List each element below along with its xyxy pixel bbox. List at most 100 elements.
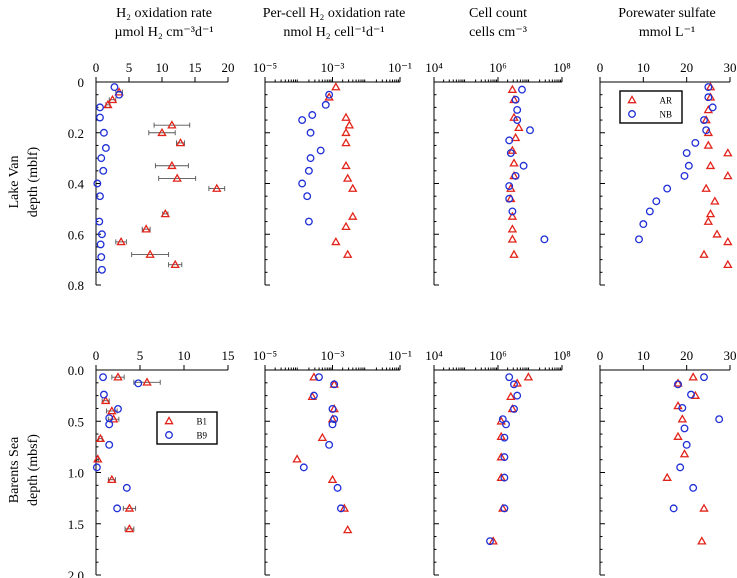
data-point-AR <box>723 148 733 157</box>
x-tick-label: 30 <box>724 60 737 75</box>
legend-marker-AR <box>627 95 637 104</box>
data-point-B9 <box>687 390 695 399</box>
data-point-NB <box>684 161 693 170</box>
data-point-B1 <box>107 406 117 415</box>
x-tick-label: 0 <box>93 60 100 75</box>
data-point-AR <box>507 234 518 243</box>
y-tick-label: 0.0 <box>68 363 84 378</box>
data-point-B1 <box>662 472 672 481</box>
col-header-0-line2: µmol H₂ cm⁻³d⁻¹ <box>114 25 213 40</box>
col-header-1-line2: nmol H₂ cell⁻¹d⁻¹ <box>283 25 384 40</box>
data-point-AR <box>699 249 709 258</box>
data-point-AR <box>712 229 722 238</box>
data-point-B9 <box>105 420 114 429</box>
data-point-B9 <box>510 405 518 413</box>
data-point-AR <box>703 127 714 137</box>
column-headers: H₂ oxidation rate µmol H₂ cm⁻³d⁻¹ Per-ce… <box>114 6 715 40</box>
data-point-NB <box>508 207 517 216</box>
col-header-2-line1: Cell count <box>469 6 527 21</box>
data-point-B9 <box>328 405 337 413</box>
panel-r1c0: 0 5 10 15 0.0 0.5 1.0 1.5 2.0 <box>68 348 235 578</box>
series-B9 <box>669 373 724 513</box>
data-point-B1 <box>342 524 353 534</box>
x-tick-label: 20 <box>680 60 693 75</box>
data-point-NB <box>540 235 549 244</box>
x-tick-label: 10⁶ <box>489 60 507 75</box>
col-header-2-line2: cells cm⁻³ <box>469 25 527 40</box>
data-point-B9 <box>336 504 345 513</box>
data-point-NB <box>704 83 713 92</box>
data-point-NB <box>96 192 104 201</box>
data-point-AR <box>705 209 716 218</box>
data-point-NB <box>115 90 124 99</box>
data-point-NB <box>110 83 119 92</box>
series-NB <box>505 85 549 244</box>
y-tick-label: 2.0 <box>68 568 84 578</box>
data-point-B1 <box>496 452 506 461</box>
data-point-B1 <box>677 414 688 423</box>
y-tick-label: 0.2 <box>68 126 84 141</box>
data-point-NB <box>325 90 334 99</box>
data-point-NB <box>518 85 526 94</box>
data-point-B1 <box>107 474 117 484</box>
data-point-NB <box>702 126 711 135</box>
data-point-B9 <box>114 405 122 413</box>
data-point-AR <box>341 221 351 230</box>
panel-r0c2: 10⁴ 10⁶ 10⁸ <box>425 60 571 286</box>
row-labels: Lake Van depth (mblf) Barents Sea depth … <box>7 146 41 505</box>
data-point-AR <box>723 170 733 180</box>
data-point-B1 <box>124 503 135 512</box>
data-point-B9 <box>500 504 509 513</box>
data-point-AR <box>703 140 714 149</box>
data-point-AR <box>701 183 711 192</box>
data-point-NB <box>97 253 106 262</box>
data-point-AR <box>509 249 519 258</box>
data-point-AR <box>175 137 186 147</box>
data-point-NB <box>97 230 106 239</box>
data-point-B1 <box>108 414 119 423</box>
series-NB <box>635 83 717 244</box>
data-point-B1 <box>690 390 701 399</box>
data-point-B9 <box>500 433 509 442</box>
data-point-B1 <box>95 433 106 443</box>
data-point-AR <box>103 99 113 109</box>
data-point-AR <box>506 183 516 192</box>
x-tick-label: 10⁸ <box>553 348 571 363</box>
data-point-NB <box>298 179 307 188</box>
x-tick-label: 10⁴ <box>425 60 443 75</box>
data-point-B9 <box>502 420 510 429</box>
data-point-B9 <box>510 380 518 389</box>
data-point-B1 <box>679 449 690 458</box>
data-point-B9 <box>309 391 318 400</box>
x-tick-label: 5 <box>137 348 144 363</box>
data-point-AR <box>212 183 222 192</box>
x-tick-label: 10⁻³ <box>321 348 345 363</box>
data-point-AR <box>107 94 118 104</box>
data-point-AR <box>167 160 177 170</box>
col-header-0-line1: H₂ oxidation rate <box>116 6 212 21</box>
panel-r0c1: 10⁻⁵ 10⁻³ 10⁻¹ <box>253 60 412 286</box>
data-point-B1 <box>506 391 516 401</box>
data-point-NB <box>101 144 110 152</box>
data-point-B9 <box>682 440 691 449</box>
x-tick-label: 0 <box>93 348 100 363</box>
data-point-AR <box>710 196 720 205</box>
data-point-B1 <box>142 377 152 386</box>
data-point-B1 <box>699 503 709 512</box>
x-tick-label: 5 <box>126 60 133 75</box>
data-point-B1 <box>124 523 135 533</box>
legend-label-AR: AR <box>659 96 672 106</box>
data-point-B1 <box>697 536 707 545</box>
data-point-NB <box>96 240 105 249</box>
data-point-AR <box>705 160 716 170</box>
data-point-B9 <box>513 391 522 400</box>
data-point-NB <box>303 192 312 201</box>
x-tick-label: 10⁴ <box>425 348 443 363</box>
data-point-AR <box>324 92 334 101</box>
data-point-NB <box>506 149 515 157</box>
data-point-NB <box>304 166 313 175</box>
legend-label-B9: B9 <box>196 431 207 441</box>
data-point-B9 <box>500 473 509 482</box>
